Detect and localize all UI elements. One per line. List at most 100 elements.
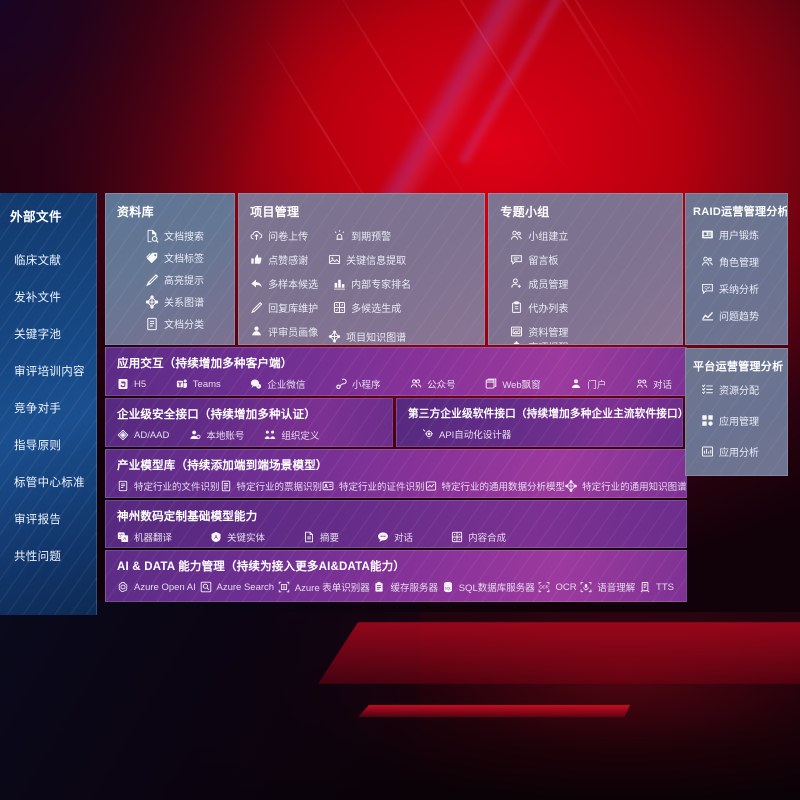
list-item[interactable]: Web飘窗 bbox=[485, 377, 541, 391]
list-item-label: 关键信息提取 bbox=[346, 256, 407, 267]
task-list-icon bbox=[701, 383, 714, 396]
local-account-icon bbox=[189, 429, 201, 441]
list-item[interactable]: 小组建立 bbox=[510, 228, 598, 243]
qa-chat-icon: QA bbox=[701, 282, 714, 295]
card-library[interactable]: 资料库 文档搜索 文档标签 bbox=[105, 193, 236, 345]
list-item[interactable]: 特定行业的通用数据分析模型 bbox=[425, 479, 566, 493]
list-item[interactable]: 公众号 bbox=[410, 377, 456, 391]
list-item[interactable]: 事项提醒 bbox=[510, 339, 590, 344]
portal-person-icon bbox=[570, 378, 582, 390]
list-item[interactable]: 应用分析 bbox=[701, 444, 781, 459]
image-extract-icon bbox=[328, 253, 341, 266]
list-item-label: 问卷上传 bbox=[268, 232, 309, 243]
list-item-label: 资料管理 bbox=[528, 328, 569, 339]
list-item[interactable]: 到期预警 bbox=[333, 228, 416, 243]
list-item[interactable]: 门户 bbox=[570, 377, 606, 391]
sidebar-item-keyword-pool[interactable]: 关键字池 bbox=[14, 329, 62, 341]
list-item[interactable]: TTS bbox=[639, 581, 674, 593]
list-item[interactable]: AD/AAD bbox=[117, 429, 169, 441]
sidebar-item-review-training[interactable]: 审评培训内容 bbox=[14, 366, 85, 378]
list-item[interactable]: Azure Open AI bbox=[117, 581, 196, 593]
sidebar: 外部文件 临床文献 发补文件 关键字池 审评培训内容 竞争对手 指导原则 标管中… bbox=[0, 193, 97, 615]
list-item[interactable]: 多候选生成 bbox=[333, 300, 416, 315]
list-item[interactable]: 多样本候选 bbox=[250, 276, 333, 291]
sidebar-item-standards-center[interactable]: 标管中心标准 bbox=[14, 477, 85, 489]
list-item[interactable]: 文档分类 bbox=[145, 316, 224, 331]
bar-app-interaction[interactable]: 应用交互（持续增加多种客户端） H5 Teams 企业微信 bbox=[105, 347, 687, 396]
card-project-management[interactable]: 项目管理 问卷上传 到期预警 bbox=[238, 193, 486, 345]
card-raid-analysis[interactable]: RAID运营管理分析 用户锻炼 角色管理 QA 采纳分析 bbox=[685, 193, 788, 345]
list-item[interactable]: Teams bbox=[176, 378, 221, 390]
bar-third-party-interface[interactable]: 第三方企业级软件接口（持续增加多种企业主流软件接口） API自动化设计器 bbox=[396, 398, 683, 447]
bar-third-party-title: 第三方企业级软件接口（持续增加多种企业主流软件接口） bbox=[408, 408, 683, 420]
list-item[interactable]: 文档标签 bbox=[145, 250, 224, 265]
list-item[interactable]: 问卷上传 bbox=[250, 228, 333, 243]
sidebar-item-review-report[interactable]: 审评报告 bbox=[14, 514, 62, 526]
list-item[interactable]: 特定行业的通用知识图谱模型 bbox=[565, 479, 686, 493]
list-item[interactable]: Azure Search bbox=[200, 581, 274, 593]
sidebar-item-supplement-docs[interactable]: 发补文件 bbox=[14, 292, 62, 304]
list-item[interactable]: 特定行业的证件识别 bbox=[322, 479, 425, 493]
app-grid-icon bbox=[701, 414, 714, 427]
list-item[interactable]: API自动化设计器 bbox=[422, 427, 511, 441]
list-item[interactable]: 关键信息提取 bbox=[328, 252, 411, 267]
card-platform-items: 资源分配 应用管理 应用分析 bbox=[693, 382, 781, 459]
list-item[interactable]: 特定行业的文件识别 bbox=[117, 479, 220, 493]
archive-box-icon bbox=[510, 325, 523, 338]
list-item[interactable]: 内容合成 bbox=[451, 530, 506, 544]
tts-icon bbox=[639, 581, 651, 593]
card-library-items: 文档搜索 文档标签 高亮提示 bbox=[117, 228, 224, 331]
card-platform-analysis[interactable]: 平台运营管理分析 资源分配 应用管理 应用分析 bbox=[685, 348, 788, 476]
list-item[interactable]: 项目知识图谱 bbox=[328, 324, 411, 344]
bar-security-interface[interactable]: 企业级安全接口（持续增加多种认证） AD/AAD 本地账号 组织定义 bbox=[105, 398, 393, 447]
list-item[interactable]: 角色管理 bbox=[701, 254, 781, 269]
list-item[interactable]: 文档搜索 bbox=[145, 228, 224, 243]
bar-ai-data-title: AI & DATA 能力管理（持续为接入更多AI&DATA能力） bbox=[117, 561, 406, 573]
list-item[interactable]: Azure 表单识别器 bbox=[278, 580, 370, 594]
list-item[interactable]: 成员管理 bbox=[510, 276, 598, 291]
list-item[interactable]: A 关键实体 bbox=[210, 530, 265, 544]
list-item[interactable]: 问题趋势 bbox=[701, 308, 781, 323]
list-item[interactable]: 留言板 bbox=[510, 252, 590, 267]
list-item[interactable]: 缓存服务器 bbox=[373, 580, 438, 594]
list-item-label: 对话 bbox=[394, 533, 414, 544]
list-item[interactable]: 小程序 bbox=[335, 377, 381, 391]
list-item[interactable]: 代办列表 bbox=[510, 300, 590, 315]
list-item[interactable]: 回复库维护 bbox=[250, 300, 333, 315]
list-item[interactable]: 对话 bbox=[377, 530, 413, 544]
list-item[interactable]: 高亮提示 bbox=[145, 272, 224, 287]
list-item[interactable]: 点赞感谢 bbox=[250, 252, 328, 267]
openai-icon bbox=[117, 581, 129, 593]
list-item[interactable]: 语音理解 bbox=[580, 580, 635, 594]
list-item[interactable]: 组织定义 bbox=[264, 428, 319, 442]
list-item[interactable]: 特定行业的票据识别 bbox=[220, 479, 322, 493]
list-item[interactable]: 关系图谱 bbox=[145, 294, 224, 309]
id-card-icon bbox=[701, 228, 714, 241]
list-item[interactable]: 企业微信 bbox=[250, 377, 305, 391]
document-list-icon bbox=[145, 317, 159, 331]
list-item[interactable]: 内部专家排名 bbox=[333, 276, 411, 291]
list-item[interactable]: 本地账号 bbox=[189, 428, 244, 442]
list-item[interactable]: SQL SQL数据库服务器 bbox=[442, 580, 535, 594]
sidebar-item-guidelines[interactable]: 指导原则 bbox=[14, 440, 62, 452]
bar-industry-model[interactable]: 产业模型库（持续添加端到端场景模型） 特定行业的文件识别 特定行业的票据识别 特… bbox=[105, 449, 687, 498]
list-item[interactable]: 资源分配 bbox=[701, 382, 781, 397]
sidebar-item-common-issues[interactable]: 共性问题 bbox=[14, 551, 62, 563]
list-item[interactable]: 应用管理 bbox=[701, 413, 781, 428]
list-item[interactable]: 摘要 bbox=[303, 530, 339, 544]
sidebar-item-competitors[interactable]: 竞争对手 bbox=[14, 403, 62, 415]
list-item[interactable]: 对话 bbox=[636, 377, 672, 391]
list-item[interactable]: OCR OCR bbox=[538, 581, 577, 593]
card-project-title: 项目管理 bbox=[250, 205, 300, 219]
list-item[interactable]: 资料管理 bbox=[510, 324, 598, 339]
list-item[interactable]: H5 bbox=[117, 378, 146, 390]
bar-ai-data[interactable]: AI & DATA 能力管理（持续为接入更多AI&DATA能力） Azure O… bbox=[105, 550, 687, 602]
list-item[interactable]: QA 采纳分析 bbox=[701, 281, 781, 296]
list-item[interactable]: 用户锻炼 bbox=[701, 227, 781, 242]
card-topic-group[interactable]: 专题小组 小组建立 留言板 bbox=[488, 193, 683, 345]
list-item[interactable]: 评审员画像 bbox=[250, 324, 328, 339]
list-item-label: 特定行业的通用数据分析模型 bbox=[441, 482, 566, 493]
sidebar-item-clinical-literature[interactable]: 临床文献 bbox=[14, 255, 62, 267]
